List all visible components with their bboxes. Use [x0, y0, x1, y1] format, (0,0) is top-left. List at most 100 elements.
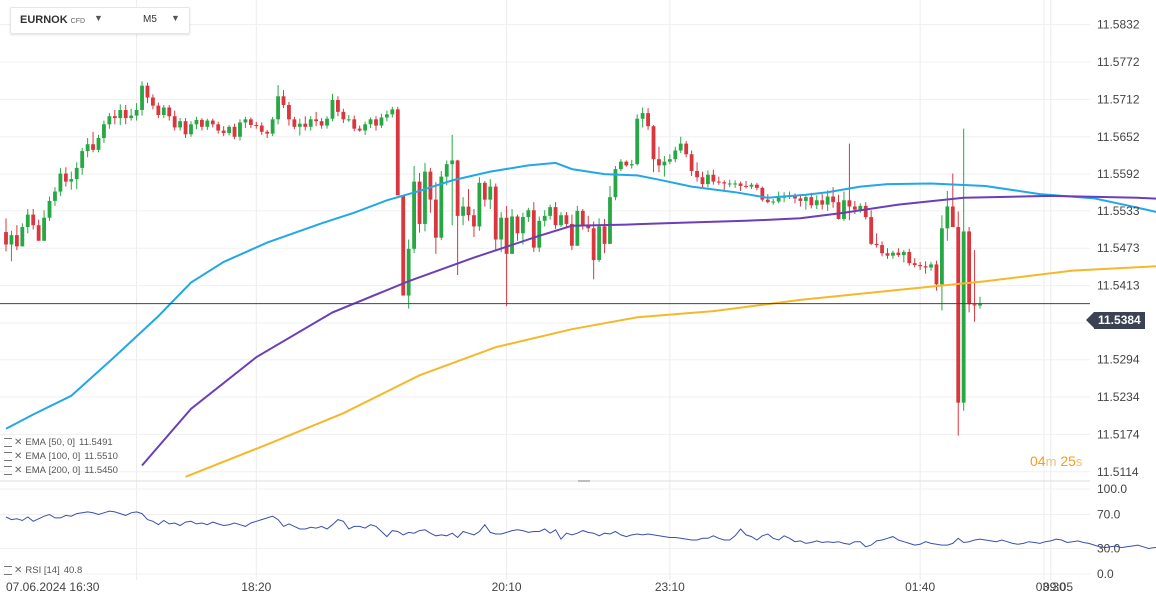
- countdown-m: m: [1045, 454, 1057, 469]
- countdown-s: s: [1075, 454, 1083, 469]
- candle-body: [869, 217, 874, 244]
- candles: [4, 81, 982, 436]
- candle-body: [526, 210, 531, 218]
- last-price-badge: 11.5384: [1086, 312, 1145, 329]
- candle-body: [417, 181, 422, 224]
- candle-body: [646, 113, 650, 127]
- candle-body: [472, 215, 476, 227]
- legend-value: 11.5491: [79, 437, 113, 448]
- candle-body: [395, 109, 400, 196]
- candle-body: [336, 100, 340, 112]
- timeframe-selector[interactable]: M5: [143, 14, 157, 25]
- candle-body: [521, 217, 525, 234]
- candle-body: [303, 123, 308, 127]
- legend-ema-200[interactable]: ✕ EMA [200, 0] 11.5450: [4, 465, 118, 476]
- candle-body: [918, 265, 923, 267]
- candle-body: [112, 116, 117, 119]
- candle-body: [586, 225, 591, 229]
- countdown-minutes: 04: [1030, 453, 1046, 469]
- price-tick-label: 11.5772: [1097, 55, 1140, 69]
- candle-body: [896, 252, 901, 256]
- candle-body: [559, 215, 563, 226]
- candle-body: [836, 202, 841, 219]
- candle-body: [259, 125, 264, 132]
- candle-body: [700, 177, 705, 185]
- candle-body: [292, 119, 297, 127]
- close-icon[interactable]: ✕: [14, 565, 23, 576]
- candle-body: [651, 126, 656, 160]
- candle-body: [602, 226, 607, 244]
- candle-body: [755, 184, 759, 188]
- candle-body: [640, 113, 645, 119]
- candle-body: [91, 144, 95, 150]
- candle-body: [63, 173, 68, 182]
- candle-body: [406, 248, 411, 296]
- close-icon[interactable]: ✕: [14, 465, 23, 476]
- legend-ema-100[interactable]: ✕ EMA [100, 0] 11.5510: [4, 451, 118, 462]
- candle-body: [760, 187, 765, 200]
- legend-ema-50[interactable]: ✕ EMA [50, 0] 11.5491: [4, 437, 113, 448]
- chevron-down-icon[interactable]: ▼: [171, 13, 180, 23]
- legend-rsi[interactable]: ✕ RSI [14] 40.8: [4, 565, 82, 576]
- candle-body: [613, 169, 618, 198]
- symbol-selector[interactable]: EURNOK CFD: [20, 14, 85, 26]
- rsi-tick-label: 30.0: [1097, 542, 1121, 556]
- candle-body: [499, 217, 504, 240]
- settings-lines-icon[interactable]: [4, 452, 12, 461]
- legend-params: [200, 0]: [48, 465, 81, 476]
- candle-body: [384, 114, 389, 118]
- candle-body: [912, 263, 917, 266]
- time-axis: 07.06.2024 16:30 18:20 20:10 23:10 01:40 03:3…: [6, 580, 1073, 594]
- settings-lines-icon[interactable]: [4, 438, 12, 447]
- candle-body: [31, 214, 36, 226]
- candle-body: [738, 183, 743, 186]
- candle-body: [961, 231, 966, 403]
- candle-body: [553, 207, 558, 226]
- rsi-line: [5, 510, 1156, 550]
- candle-countdown: 04m 25s: [1030, 453, 1082, 469]
- legend-value: 40.8: [63, 565, 83, 576]
- close-icon[interactable]: ✕: [14, 451, 23, 462]
- candle-body: [820, 200, 825, 205]
- candle-body: [129, 115, 134, 119]
- legend-label: EMA: [25, 465, 46, 476]
- candle-body: [515, 216, 520, 234]
- candle-body: [254, 124, 259, 126]
- candle-body: [798, 198, 803, 201]
- time-tick-label: 23:10: [655, 580, 685, 594]
- settings-lines-icon[interactable]: [4, 466, 12, 475]
- candle-body: [657, 159, 661, 166]
- candle-body: [287, 105, 291, 120]
- candle-body: [891, 252, 895, 256]
- ema-200-line: [185, 265, 1156, 478]
- candle-body: [727, 183, 732, 185]
- candle-body: [858, 205, 863, 210]
- candle-body: [439, 176, 444, 238]
- candle-body: [580, 210, 585, 226]
- price-tick-label: 11.5294: [1097, 353, 1140, 367]
- candle-body: [145, 85, 150, 98]
- price-tick-label: 11.5592: [1097, 167, 1140, 181]
- candle-body: [575, 210, 580, 246]
- candle-body: [4, 232, 8, 245]
- candle-body: [210, 120, 215, 125]
- candle-body: [36, 225, 41, 241]
- candle-body: [151, 97, 155, 106]
- pane-divider-handle[interactable]: [578, 480, 590, 482]
- candle-body: [880, 245, 884, 254]
- candle-body: [189, 124, 193, 135]
- settings-lines-icon[interactable]: [4, 566, 12, 575]
- time-tick-label: 18:20: [241, 580, 271, 594]
- candle-body: [47, 200, 52, 218]
- chevron-down-icon[interactable]: ▼: [94, 13, 103, 23]
- candle-body: [238, 122, 242, 137]
- price-tick-label: 11.5234: [1097, 390, 1140, 404]
- close-icon[interactable]: ✕: [14, 437, 23, 448]
- ema-100-line: [141, 194, 1156, 467]
- candle-body: [504, 217, 509, 254]
- candle-body: [412, 181, 417, 249]
- candle-body: [297, 123, 302, 127]
- candle-body: [314, 119, 319, 122]
- candle-body: [488, 186, 493, 200]
